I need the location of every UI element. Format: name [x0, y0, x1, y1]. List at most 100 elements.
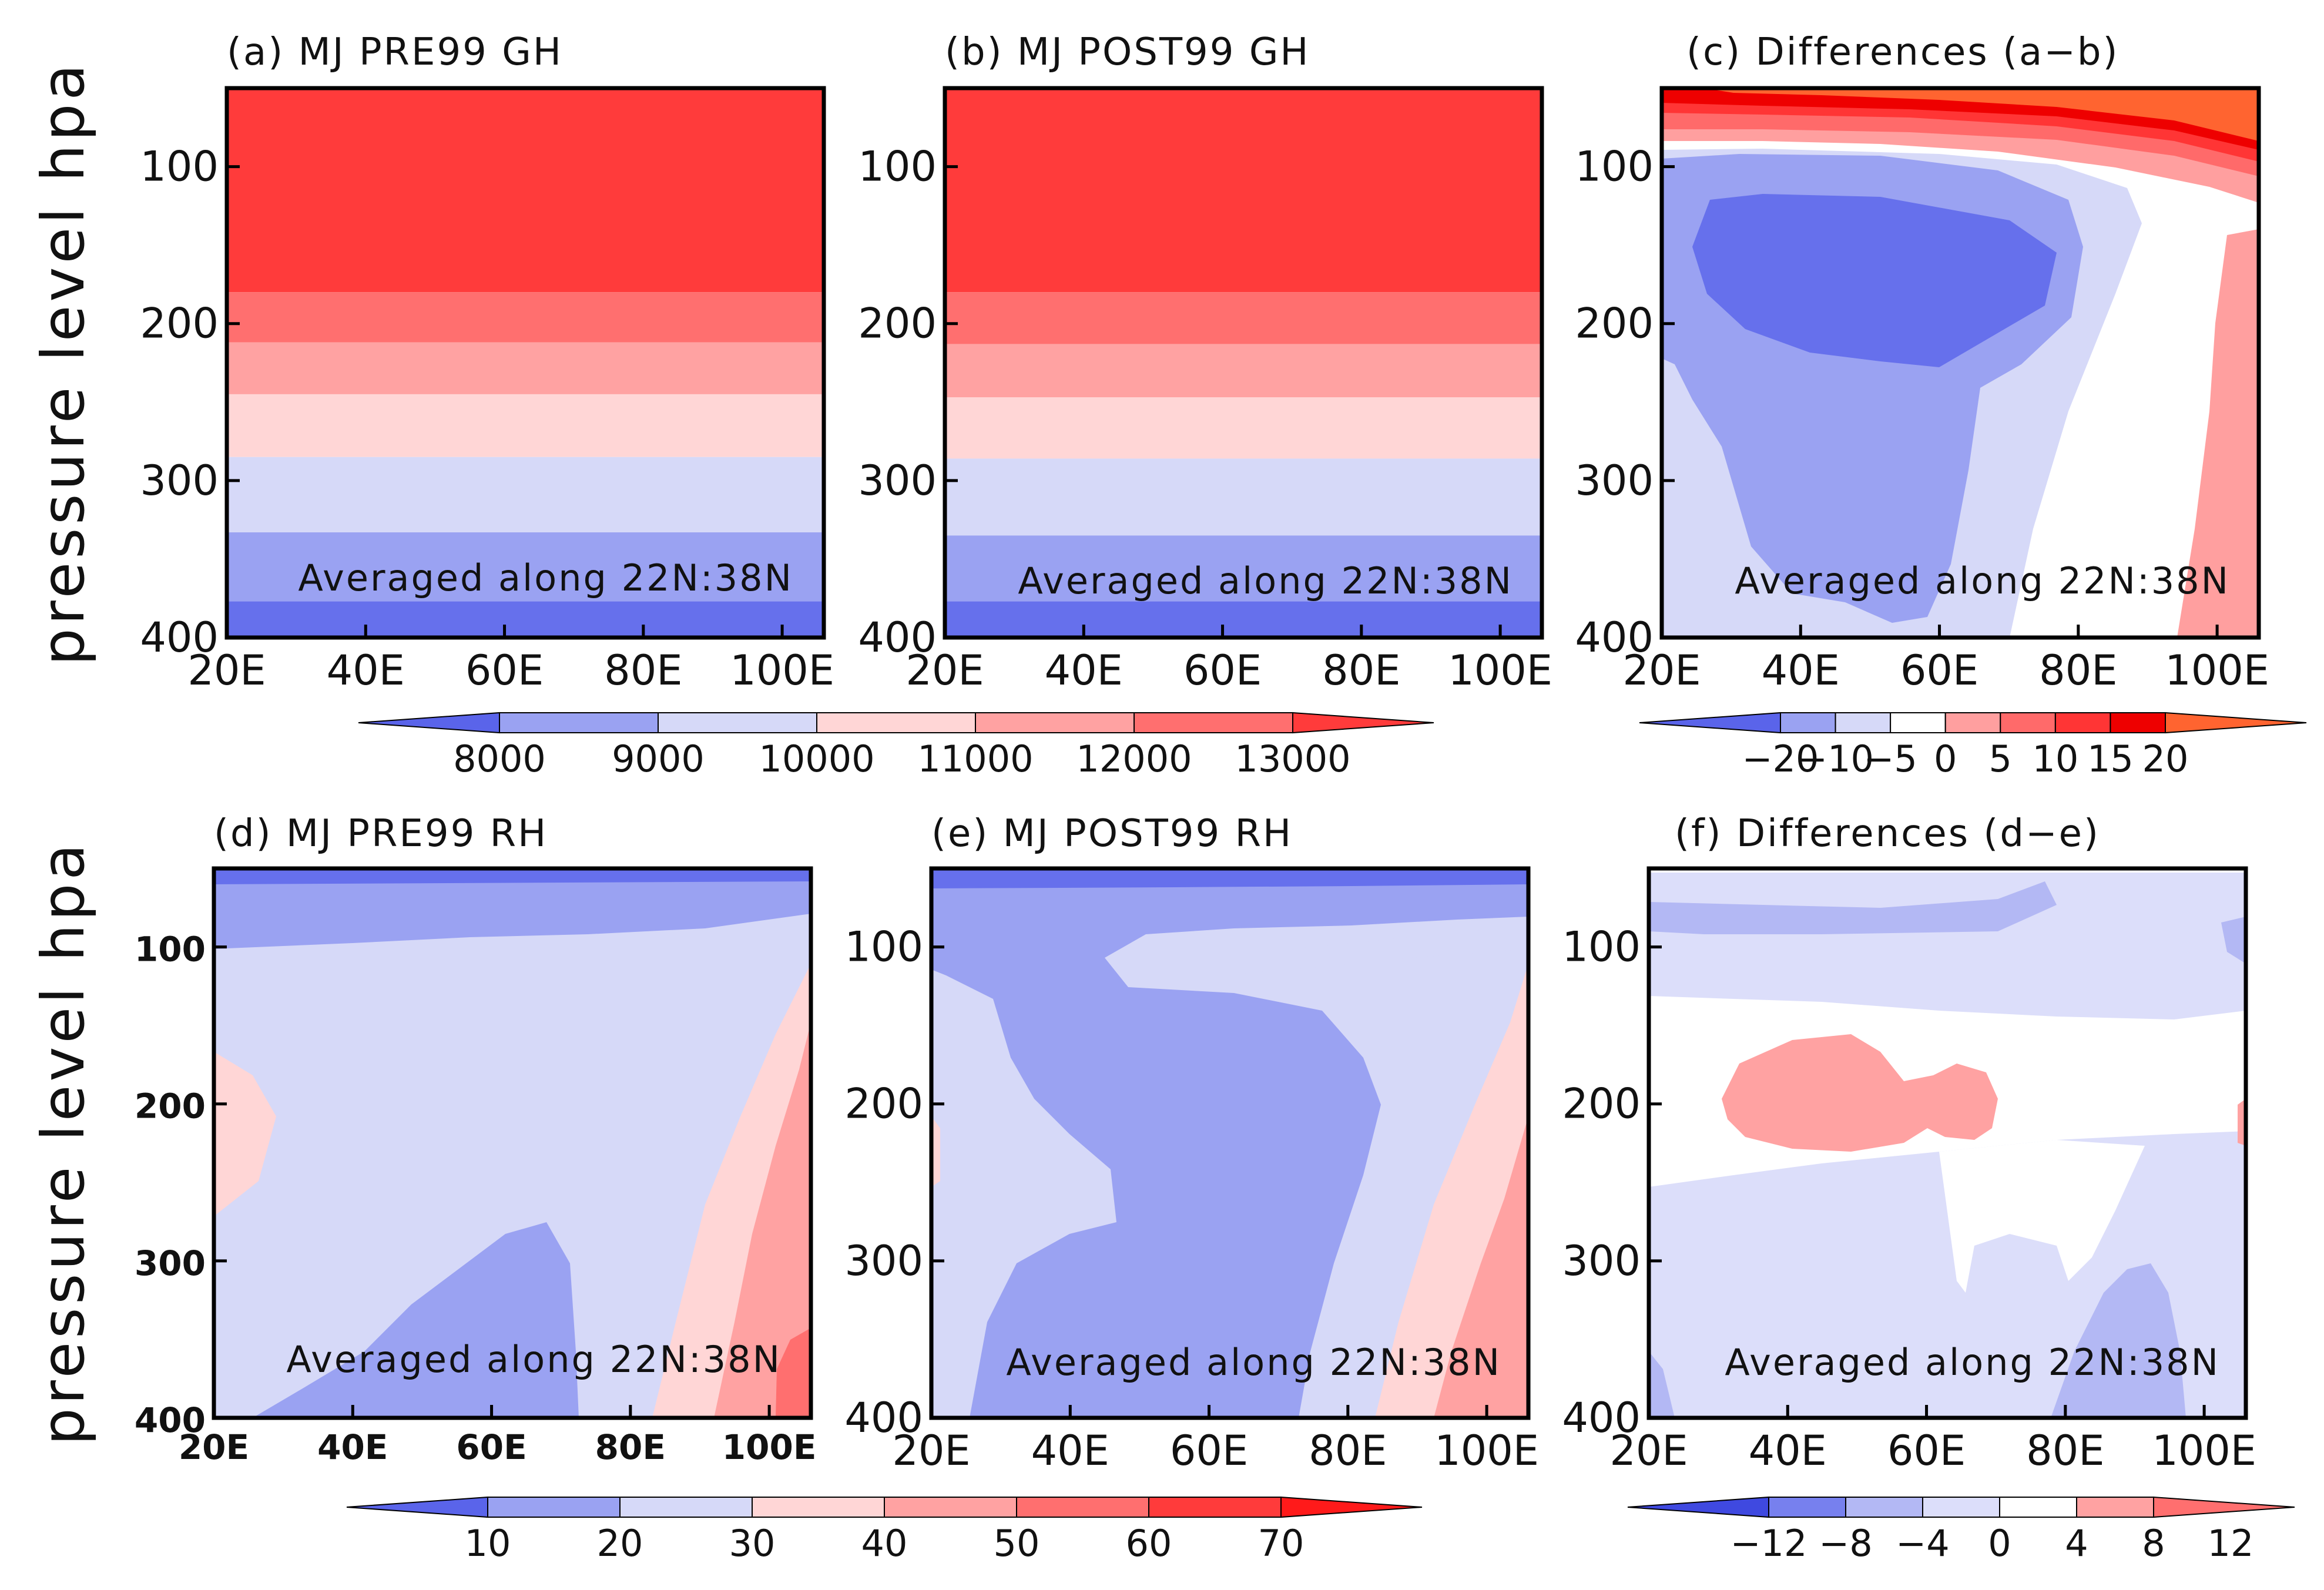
panel-f-contours [1649, 868, 2246, 1418]
panel-b-band-2 [945, 344, 1542, 398]
colorbar-rh-swatch-4 [884, 1497, 1017, 1518]
panel-e: (e) MJ POST99 RH Averaged along 22N:38N … [844, 812, 1539, 1475]
panel-b-annotation: Averaged along 22N:38N [1018, 559, 1513, 602]
panel-b-frame [943, 86, 1544, 640]
e-region-10 [931, 868, 1528, 888]
colorbar-ghdiff-swatch-5 [2000, 712, 2056, 733]
panel-f-xtick-label: 100E [2152, 1427, 2256, 1475]
f-region-lower-white-notch [1939, 1140, 2145, 1293]
y-axis-label-bottom: pressure level hpa [29, 840, 98, 1445]
colorbar-gh-swatch-0 [358, 712, 500, 734]
panel-f-ytick-label: 100 [1562, 923, 1641, 971]
colorbar-ghdiff-swatch-4 [1944, 712, 2001, 733]
c-region-plus5 [2177, 229, 2259, 638]
f-region-upper-light [1649, 868, 2246, 1019]
colorbar-gh-swatch-2 [658, 712, 817, 733]
e-region-40-left [931, 1116, 940, 1187]
panel-a-band-6 [227, 601, 824, 638]
colorbar-rh-swatch-0 [346, 1496, 488, 1518]
panel-e-frame [929, 866, 1531, 1420]
panel-e-xtick-label: 40E [1031, 1427, 1109, 1475]
panel-e-xtick-label: 100E [1434, 1427, 1539, 1475]
f-region-lower-left-minus4 [1649, 1351, 1675, 1418]
colorbar-rhdiff-label: 12 [2208, 1522, 2254, 1565]
colorbar-rhdiff-swatch-1 [1768, 1497, 1846, 1518]
panel-c-xtick-label: 60E [1900, 646, 1978, 695]
panel-e-ytick-label: 200 [844, 1080, 923, 1128]
y-axis-label-top: pressure level hpa [29, 61, 98, 665]
colorbar-rhdiff-swatch-5 [2076, 1497, 2154, 1518]
f-region-lower-minus4 [2051, 1263, 2186, 1418]
colorbar-gh-label: 9000 [612, 737, 705, 780]
panel-f-ytick-label: 300 [1562, 1237, 1641, 1285]
panel-b-ytick-label: 100 [858, 143, 937, 191]
colorbar-gh-label: 12000 [1076, 737, 1192, 780]
panel-d-frame [212, 866, 813, 1420]
colorbar-gh-diff: −20−10−5 0 5 10 15 20 [1639, 712, 2307, 780]
colorbar-rh-label: 40 [861, 1522, 908, 1565]
panel-b-band-1 [945, 292, 1542, 344]
panel-d-ytick-label: 400 [135, 1400, 206, 1440]
panel-b-band-6 [945, 601, 1542, 638]
panel-b-title: (b) MJ POST99 GH [945, 31, 1310, 74]
panel-b-xtick-label: 80E [1322, 646, 1400, 695]
panel-d-ytick-label: 100 [135, 930, 206, 970]
panel-e-annotation: Averaged along 22N:38N [1006, 1341, 1501, 1384]
colorbar-rh-swatch-1 [487, 1497, 621, 1518]
panel-c-frame [1659, 86, 2261, 640]
panel-d-ytick-label: 200 [135, 1086, 206, 1126]
d-region-60 [776, 1328, 811, 1418]
d-region-30-left [214, 1052, 276, 1216]
e-region-50 [1434, 1116, 1528, 1418]
panel-a-band-5 [227, 532, 824, 602]
panel-d-xtick-label: 60E [456, 1427, 526, 1467]
colorbar-gh-swatch-1 [499, 712, 659, 733]
colorbar-rh-label: 60 [1126, 1522, 1172, 1565]
colorbar-ghdiff-label: 10 [2032, 737, 2078, 780]
panel-f-xtick-label: 20E [1609, 1427, 1688, 1475]
colorbar-rhdiff-label: −8 [1819, 1522, 1872, 1565]
panel-d-xtick-label: 20E [179, 1427, 249, 1467]
d-region-20-bottom [253, 1222, 579, 1418]
panel-c-ytick-label: 400 [1575, 613, 1654, 662]
panel-b-ytick-label: 400 [858, 613, 937, 662]
panel-c-annotation: Averaged along 22N:38N [1735, 559, 2230, 602]
colorbar-gh-swatch-5 [1134, 712, 1293, 733]
panel-a: (a) MJ PRE99 GH Averaged along 22N:38N 2… [140, 31, 834, 695]
f-region-upper-right-minus4 [2221, 917, 2246, 964]
panel-a-ytick-label: 400 [140, 613, 219, 662]
colorbar-rh-swatch-3 [752, 1497, 885, 1518]
panel-b-contours [945, 88, 1542, 638]
panel-a-ytick-label: 200 [140, 300, 219, 348]
panel-b-band-3 [945, 397, 1542, 459]
colorbar-rhdiff-swatch-2 [1845, 1497, 1923, 1518]
panel-c: (c) Differences (a−b) Averaged along 22N… [1575, 31, 2269, 695]
colorbar-rh: 10 20 30 40 50 60 70 [346, 1496, 1423, 1565]
panel-a-band-3 [227, 394, 824, 457]
colorbar-gh: 8000 9000 10000 11000 12000 13000 [358, 712, 1434, 780]
panel-c-xtick-label: 40E [1762, 646, 1840, 695]
panel-a-band-1 [227, 292, 824, 343]
colorbar-ghdiff-label: −20 [1742, 737, 1819, 780]
colorbar-ghdiff-swatch-0 [1639, 712, 1781, 734]
panel-d-xtick-label: 100E [722, 1427, 817, 1467]
panel-e-xtick-label: 20E [892, 1427, 970, 1475]
panel-d-annotation: Averaged along 22N:38N [286, 1338, 782, 1381]
colorbar-rh-label: 10 [465, 1522, 511, 1565]
panel-a-annotation: Averaged along 22N:38N [298, 556, 793, 599]
colorbar-rhdiff-swatch-3 [1922, 1497, 2000, 1518]
panel-c-xtick-label: 80E [2039, 646, 2117, 695]
panel-a-contours [227, 88, 824, 638]
panel-e-xtick-label: 80E [1309, 1427, 1387, 1475]
panel-c-contours [1662, 88, 2259, 638]
panel-b-xtick-label: 40E [1045, 646, 1123, 695]
colorbar-ghdiff-swatch-3 [1890, 712, 1946, 733]
colorbar-rhdiff-label: −12 [1731, 1522, 1807, 1565]
panel-f-xtick-label: 40E [1749, 1427, 1827, 1475]
colorbar-ghdiff-swatch-6 [2054, 712, 2111, 733]
colorbar-ghdiff-swatch-7 [2110, 712, 2166, 733]
panel-c-ytick-label: 200 [1575, 300, 1654, 348]
colorbar-rhdiff-label: 4 [2065, 1522, 2088, 1565]
panel-c-title: (c) Differences (a−b) [1686, 31, 2119, 74]
